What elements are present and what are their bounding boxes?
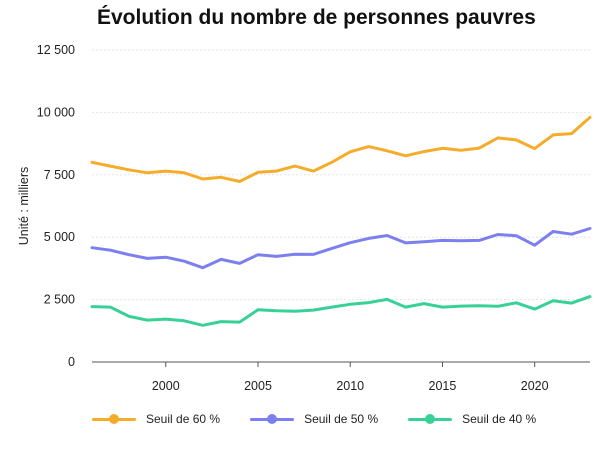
y-tick-label: 7 500 — [44, 168, 75, 182]
grid — [92, 49, 590, 301]
legend-swatch — [250, 413, 295, 425]
series-line-2 — [90, 227, 592, 270]
series-line-3 — [90, 295, 592, 327]
legend-swatch — [408, 413, 453, 425]
chart-title: Évolution du nombre de personnes pauvres — [97, 6, 536, 29]
x-axis-ticks: 2000 2005 2010 2015 2020 — [152, 362, 549, 393]
y-axis-ticks: 0 2 500 5 000 7 500 10 000 12 500 — [37, 43, 75, 369]
legend-swatch — [92, 413, 136, 425]
y-tick-label: 12 500 — [37, 43, 75, 57]
y-axis-label: Unité : milliers — [17, 167, 31, 246]
legend-label: Seuil de 60 % — [146, 412, 221, 426]
legend-item-3: Seuil de 40 % — [408, 412, 536, 426]
x-tick-label: 2000 — [152, 379, 180, 393]
legend-label: Seuil de 40 % — [462, 412, 537, 426]
legend-label: Seuil de 50 % — [304, 412, 379, 426]
x-tick-label: 2015 — [429, 379, 457, 393]
y-tick-label: 5 000 — [44, 230, 75, 244]
legend: Seuil de 60 % Seuil de 50 % Seuil de 40 % — [92, 412, 566, 426]
y-tick-label: 0 — [68, 355, 75, 369]
y-tick-label: 10 000 — [37, 105, 75, 119]
series-line-1 — [90, 115, 592, 183]
y-tick-label: 2 500 — [44, 293, 75, 307]
x-tick-label: 2020 — [521, 379, 549, 393]
x-tick-label: 2005 — [244, 379, 272, 393]
legend-item-1: Seuil de 60 % — [92, 412, 220, 426]
legend-item-2: Seuil de 50 % — [250, 412, 378, 426]
series-group — [90, 115, 592, 327]
x-tick-label: 2010 — [336, 379, 364, 393]
